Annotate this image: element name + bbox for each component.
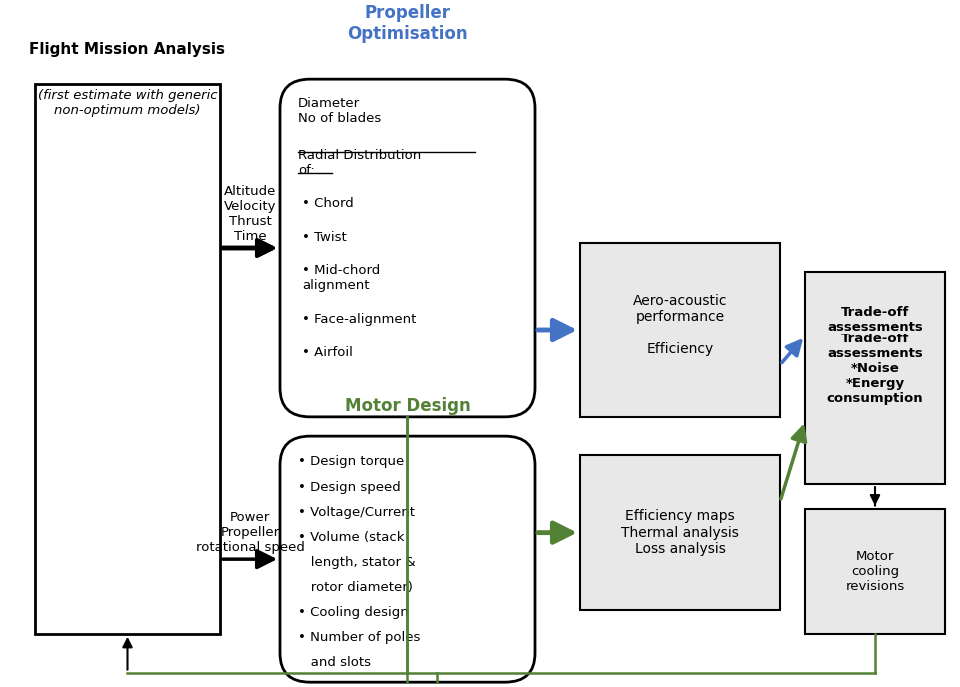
Text: Motor Design: Motor Design xyxy=(345,397,470,415)
Text: Efficiency maps
Thermal analysis
Loss analysis: Efficiency maps Thermal analysis Loss an… xyxy=(621,510,739,556)
Text: • Number of poles: • Number of poles xyxy=(298,631,420,644)
Bar xyxy=(805,508,945,634)
Bar xyxy=(805,272,945,484)
Text: • Voltage/Current: • Voltage/Current xyxy=(298,506,415,519)
Bar xyxy=(580,243,780,417)
Text: • Design speed: • Design speed xyxy=(298,480,400,493)
Text: • Face-alignment: • Face-alignment xyxy=(302,313,417,326)
Text: • Volume (stack: • Volume (stack xyxy=(298,530,404,543)
Text: Aero-acoustic
performance

Efficiency: Aero-acoustic performance Efficiency xyxy=(633,294,728,357)
Text: • Design torque: • Design torque xyxy=(298,455,404,469)
Text: • Cooling design: • Cooling design xyxy=(298,606,409,619)
Text: Diameter
No of blades: Diameter No of blades xyxy=(298,97,381,155)
Text: Flight Mission Analysis: Flight Mission Analysis xyxy=(30,42,226,57)
Text: Propeller
Optimisation: Propeller Optimisation xyxy=(348,3,468,43)
Text: • Airfoil: • Airfoil xyxy=(302,346,353,359)
Text: • Chord: • Chord xyxy=(302,197,353,210)
Text: Radial Distribution
of:: Radial Distribution of: xyxy=(298,148,421,177)
FancyBboxPatch shape xyxy=(280,79,535,417)
FancyBboxPatch shape xyxy=(280,436,535,682)
Text: (first estimate with generic
non-optimum models): (first estimate with generic non-optimum… xyxy=(37,89,217,117)
Text: • Mid-chord
alignment: • Mid-chord alignment xyxy=(302,264,380,293)
Text: Trade-off
assessments
*Noise
*Energy
consumption: Trade-off assessments *Noise *Energy con… xyxy=(827,332,924,405)
Bar xyxy=(580,455,780,610)
Text: • Twist: • Twist xyxy=(302,231,347,244)
Text: Trade-off
assessments: Trade-off assessments xyxy=(828,306,923,335)
Text: Motor
cooling
revisions: Motor cooling revisions xyxy=(846,550,904,593)
Bar xyxy=(35,84,220,634)
Text: and slots: and slots xyxy=(298,656,371,669)
Text: Altitude
Velocity
Thrust
Time: Altitude Velocity Thrust Time xyxy=(224,185,276,243)
Text: Power
Propeller
rotational speed: Power Propeller rotational speed xyxy=(196,511,304,554)
Text: rotor diameter): rotor diameter) xyxy=(298,581,413,594)
Text: length, stator &: length, stator & xyxy=(298,556,416,569)
